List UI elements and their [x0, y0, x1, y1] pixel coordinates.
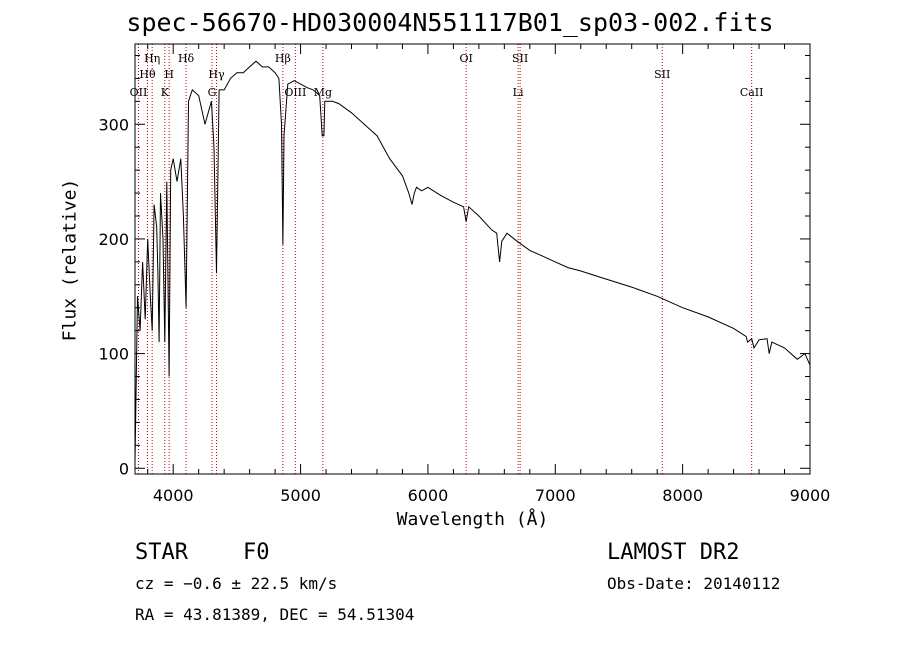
axis-ticks-layer: 4000 5000 6000 7000 8000 9000 0 100 200 300	[98, 44, 830, 505]
x-tick-label: 8000	[662, 486, 703, 505]
obs-date: Obs-Date: 20140112	[607, 574, 781, 593]
x-tick-label: 7000	[535, 486, 576, 505]
object-type: STAR	[135, 540, 188, 565]
spectral-subclass: F0	[243, 540, 270, 565]
redshift-cz: cz = −0.6 ± 22.5 km/s	[135, 574, 338, 593]
spectral-line-label: Hη	[144, 52, 160, 65]
spectral-line-label: Hβ	[275, 52, 291, 65]
y-axis-label: Flux (relative)	[59, 178, 81, 342]
y-tick-label: 100	[98, 345, 129, 364]
y-tick-label: 200	[98, 230, 129, 249]
line-labels-layer: Hη Hθ OII HK Hδ Hγ G Hβ OIII Mg OI SII Li SII CaII	[130, 52, 764, 99]
y-tick-label: 300	[98, 115, 129, 134]
plot-frame	[134, 43, 811, 475]
spectral-line-label: CaII	[740, 86, 764, 99]
survey-name: LAMOST DR2	[607, 540, 740, 565]
x-tick-label: 5000	[280, 486, 321, 505]
spectral-line-label: OI	[459, 52, 472, 65]
y-tick-label: 0	[119, 459, 129, 478]
spectral-line-label: SII	[654, 68, 670, 81]
ra-dec: RA = 43.81389, DEC = 54.51304	[135, 605, 415, 624]
spectral-lines-layer	[137, 44, 753, 474]
x-tick-label: 6000	[408, 486, 449, 505]
x-tick-label: 4000	[153, 486, 194, 505]
x-tick-label: 9000	[790, 486, 831, 505]
spectrum-line	[134, 60, 811, 463]
spectral-line-label: Mg	[314, 86, 332, 99]
chart-title: spec-56670-HD030004N551117B01_sp03-002.f…	[126, 8, 774, 37]
spectral-line-label: Hθ	[139, 68, 156, 81]
spectral-line-label: SII	[512, 52, 528, 65]
spectral-line-label: OIII	[284, 86, 306, 99]
x-axis-label: Wavelength (Å)	[396, 509, 549, 530]
spectral-line-label: H	[164, 68, 174, 81]
spectral-line-label: K	[161, 86, 170, 99]
spectral-line-label: OII	[130, 86, 148, 99]
spectral-line-label: G	[208, 86, 217, 99]
spectral-line-label: Hγ	[208, 68, 225, 81]
spectral-line-label: Hδ	[178, 52, 195, 65]
spectral-line-label: Li	[513, 86, 524, 99]
